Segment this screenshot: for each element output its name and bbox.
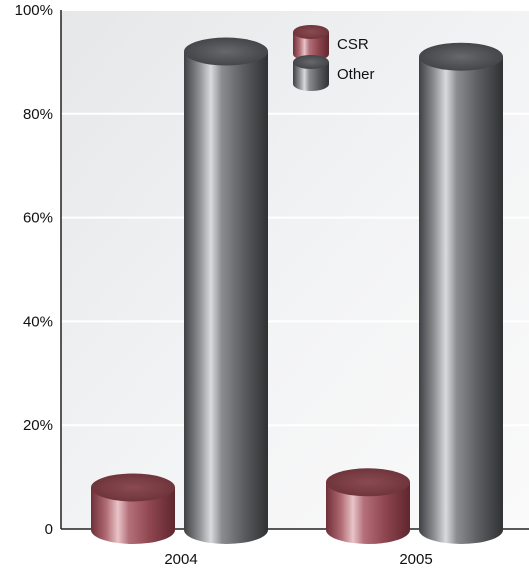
y-tick-label: 80% [23,106,53,123]
legend-label: CSR [337,36,369,53]
y-tick-label: 0 [45,521,53,538]
bar-top [91,473,175,501]
y-tick-label: 40% [23,313,53,330]
y-tick-label: 20% [23,417,53,434]
bar-body [184,52,268,544]
bar-csr-2005 [326,468,410,544]
x-tick-label: 2004 [164,551,197,568]
bar-csr-2004 [91,473,175,544]
legend-swatch-top [293,55,329,69]
legend-label: Other [337,66,375,83]
bar-body [419,57,503,544]
bar-other-2005 [419,43,503,544]
legend-swatch-top [293,25,329,39]
y-tick-label: 60% [23,210,53,227]
bar-top [419,43,503,71]
y-tick-label: 100% [15,2,53,19]
bar-top [184,38,268,66]
x-tick-label: 2005 [399,551,432,568]
bar-other-2004 [184,38,268,544]
bar-top [326,468,410,496]
